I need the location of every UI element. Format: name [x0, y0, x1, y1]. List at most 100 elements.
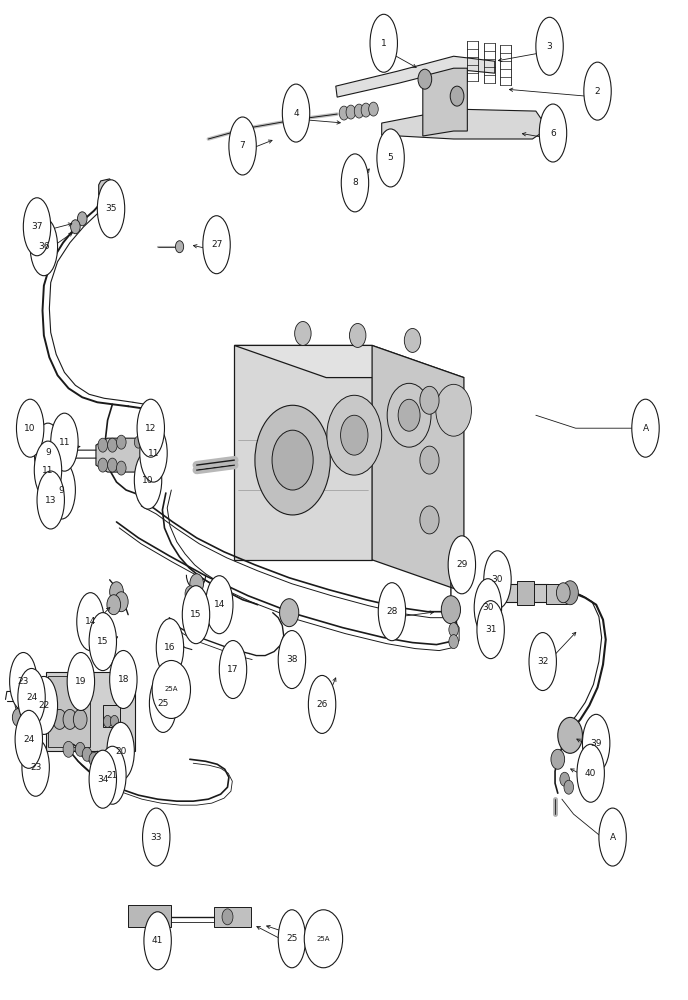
Ellipse shape [77, 593, 104, 651]
Text: 3: 3 [547, 42, 552, 51]
Circle shape [98, 458, 107, 472]
Circle shape [294, 321, 311, 345]
Circle shape [107, 458, 117, 472]
Text: 21: 21 [107, 771, 118, 780]
Circle shape [74, 709, 87, 729]
Ellipse shape [474, 579, 502, 637]
Ellipse shape [203, 216, 230, 274]
Text: 24: 24 [23, 735, 34, 744]
Ellipse shape [22, 738, 50, 796]
Ellipse shape [10, 653, 37, 710]
Circle shape [19, 680, 36, 703]
Text: 2: 2 [594, 87, 601, 96]
Circle shape [107, 595, 120, 615]
Ellipse shape [229, 117, 257, 175]
Bar [103, 705, 120, 727]
Circle shape [560, 772, 570, 786]
Text: 18: 18 [118, 675, 129, 684]
Ellipse shape [149, 674, 177, 732]
Ellipse shape [109, 651, 137, 708]
Text: 19: 19 [75, 677, 87, 686]
Ellipse shape [341, 154, 369, 212]
Ellipse shape [15, 710, 43, 768]
Circle shape [71, 220, 80, 234]
Circle shape [327, 395, 382, 475]
Text: 40: 40 [585, 769, 596, 778]
Ellipse shape [30, 218, 58, 276]
Ellipse shape [89, 613, 116, 671]
Circle shape [89, 752, 98, 766]
Polygon shape [235, 345, 464, 378]
Ellipse shape [584, 62, 611, 120]
Ellipse shape [97, 180, 125, 238]
Ellipse shape [219, 641, 247, 699]
Text: 37: 37 [31, 222, 43, 231]
Circle shape [436, 384, 471, 436]
Text: A: A [641, 422, 650, 435]
Circle shape [255, 405, 330, 515]
Ellipse shape [282, 84, 310, 142]
Circle shape [350, 323, 366, 347]
Ellipse shape [577, 744, 604, 802]
Bar [546, 584, 567, 604]
Polygon shape [336, 56, 495, 97]
Circle shape [185, 586, 196, 602]
Text: 36: 36 [38, 242, 50, 251]
Circle shape [339, 106, 349, 120]
Text: 26: 26 [316, 700, 327, 709]
Ellipse shape [377, 129, 405, 187]
Text: 23: 23 [18, 677, 29, 686]
Ellipse shape [30, 676, 58, 734]
Ellipse shape [34, 423, 62, 481]
Circle shape [441, 596, 460, 624]
Circle shape [272, 430, 313, 490]
Text: 7: 7 [239, 141, 246, 150]
Ellipse shape [632, 399, 659, 457]
Circle shape [107, 438, 117, 452]
Text: 25: 25 [158, 699, 169, 708]
Ellipse shape [37, 471, 65, 529]
Circle shape [562, 581, 579, 605]
Circle shape [405, 328, 421, 352]
Bar [46, 672, 135, 751]
Text: 11: 11 [58, 438, 70, 447]
Polygon shape [235, 345, 372, 560]
Circle shape [63, 741, 74, 757]
Ellipse shape [484, 551, 511, 609]
Text: 1: 1 [381, 39, 387, 48]
Ellipse shape [599, 808, 626, 866]
Bar [214, 907, 252, 927]
Ellipse shape [142, 808, 170, 866]
Text: 29: 29 [456, 560, 468, 569]
Circle shape [63, 709, 77, 729]
Text: 15: 15 [191, 610, 202, 619]
Text: 9: 9 [45, 448, 51, 457]
Circle shape [175, 241, 184, 253]
Text: 13: 13 [45, 496, 56, 505]
Bar [128, 905, 171, 927]
Circle shape [361, 103, 371, 117]
Circle shape [450, 86, 464, 106]
Text: 23: 23 [30, 763, 41, 772]
Circle shape [564, 780, 574, 794]
Text: 25A: 25A [164, 686, 178, 692]
Text: 10: 10 [24, 424, 36, 433]
Ellipse shape [140, 424, 167, 482]
Circle shape [369, 102, 378, 116]
Circle shape [341, 415, 368, 455]
Ellipse shape [182, 586, 210, 644]
Circle shape [449, 635, 458, 649]
Circle shape [387, 383, 431, 447]
Circle shape [12, 708, 25, 726]
Ellipse shape [156, 619, 184, 677]
Circle shape [452, 542, 463, 558]
Circle shape [24, 722, 36, 740]
Circle shape [354, 104, 364, 118]
Text: 30: 30 [482, 603, 494, 612]
Circle shape [420, 506, 439, 534]
Text: 11: 11 [148, 449, 159, 458]
Text: 20: 20 [115, 747, 127, 756]
Ellipse shape [529, 633, 557, 691]
Polygon shape [96, 438, 149, 472]
Ellipse shape [17, 399, 44, 457]
